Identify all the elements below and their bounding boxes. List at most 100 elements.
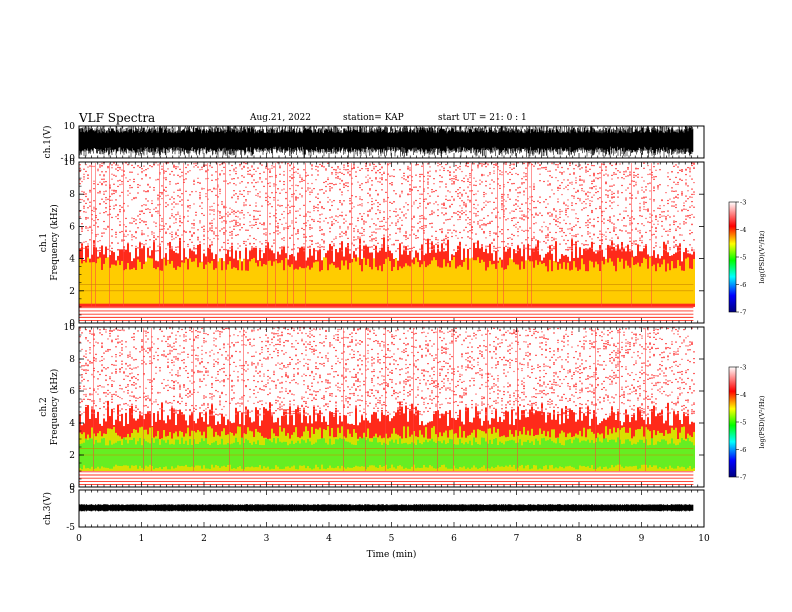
spectrogram-ch1-speckle bbox=[569, 164, 571, 166]
spectrogram-ch1-speckle bbox=[375, 228, 377, 230]
spectrogram-ch1-speckle bbox=[457, 167, 459, 169]
spectrogram-ch2-speckle bbox=[179, 367, 181, 369]
spectrogram-ch1-speckle bbox=[405, 179, 407, 181]
spectrogram-ch2-band-green bbox=[83, 442, 85, 466]
spectrogram-ch1-band-yellow bbox=[85, 262, 87, 304]
spectrogram-ch1-speckle bbox=[141, 247, 143, 250]
spectrogram-ch2-speckle bbox=[175, 374, 177, 376]
spectrogram-ch1-speckle bbox=[457, 195, 459, 197]
spectrogram-ch1-speckle bbox=[645, 209, 647, 211]
spectrogram-ch1-speckle bbox=[521, 183, 523, 185]
spectrogram-ch1-speckle bbox=[311, 243, 313, 245]
spectrogram-ch1-speckle bbox=[93, 245, 95, 248]
spectrogram-ch1-speckle bbox=[263, 222, 265, 225]
spectrogram-ch1-speckle bbox=[283, 237, 285, 239]
spectrogram-ch1-speckle bbox=[445, 234, 447, 236]
spectrogram-ch2-speckle bbox=[131, 368, 133, 370]
spectrogram-ch1-speckle bbox=[629, 174, 631, 176]
spectrogram-ch1-speckle bbox=[93, 219, 95, 222]
spectrogram-ch1-speckle bbox=[179, 225, 181, 227]
spectrogram-ch1-speckle bbox=[309, 215, 311, 218]
spectrogram-ch1-speckle bbox=[319, 247, 321, 249]
spectrogram-ch1-speckle bbox=[587, 170, 589, 172]
spectrogram-ch1-speckle bbox=[193, 224, 195, 226]
spectrogram-ch1-speckle bbox=[415, 174, 417, 176]
spectrogram-ch1-speckle bbox=[161, 225, 163, 227]
spectrogram-ch1-speckle bbox=[459, 245, 461, 247]
spectrogram-ch1-speckle bbox=[221, 163, 223, 165]
spectrogram-ch1-speckle bbox=[421, 214, 423, 217]
spectrogram-ch1-speckle bbox=[157, 245, 159, 247]
spectrogram-ch2-speckle bbox=[81, 374, 83, 376]
spectrogram-ch1-speckle bbox=[545, 166, 547, 169]
spectrogram-ch2-speckle bbox=[179, 403, 181, 405]
spectrogram-ch2-speckle bbox=[145, 398, 147, 400]
spectrogram-ch1-speckle bbox=[619, 213, 621, 215]
spectrogram-ch1-speckle bbox=[99, 203, 101, 205]
spectrogram-ch1-speckle bbox=[541, 249, 543, 251]
spectrogram-ch2-speckle bbox=[149, 379, 151, 381]
spectrogram-ch1-speckle bbox=[453, 183, 455, 185]
spectrogram-ch1-speckle bbox=[615, 164, 617, 166]
spectrogram-ch1-speckle bbox=[169, 198, 171, 200]
spectrogram-ch2-speckle bbox=[181, 359, 183, 362]
spectrogram-ch1-speckle bbox=[517, 173, 519, 176]
spectrogram-ch1-speckle bbox=[495, 163, 497, 165]
spectrogram-ch1-speckle bbox=[589, 222, 591, 224]
spectrogram-ch1-speckle bbox=[255, 210, 257, 212]
spectrogram-ch1-speckle bbox=[271, 206, 273, 208]
spectrogram-ch1-speckle bbox=[211, 229, 213, 232]
spectrogram-ch1-speckle bbox=[667, 240, 669, 242]
spectrogram-ch1-speckle bbox=[211, 179, 213, 181]
spectrogram-ch2-speckle bbox=[87, 340, 89, 342]
spectrogram-ch1-speckle bbox=[483, 193, 485, 196]
spectrogram-ch1-speckle bbox=[639, 202, 641, 205]
spectrogram-ch1-speckle bbox=[277, 230, 279, 232]
spectrogram-ch1-speckle bbox=[235, 173, 237, 175]
spectrogram-ch1-speckle bbox=[541, 167, 543, 169]
spectrogram-ch1-speckle bbox=[243, 202, 245, 204]
spectrogram-ch1-speckle bbox=[627, 166, 629, 169]
spectrogram-ch1-speckle bbox=[161, 191, 163, 194]
spectrogram-ch1-speckle bbox=[355, 196, 357, 198]
spectrogram-ch1-speckle bbox=[555, 163, 557, 166]
spectrogram-ch1-speckle bbox=[385, 221, 387, 223]
spectrogram-ch1-speckle bbox=[379, 248, 381, 250]
spectrogram-ch1-speckle bbox=[295, 184, 297, 186]
spectrogram-ch1-speckle bbox=[479, 179, 481, 181]
spectrogram-ch1-speckle bbox=[447, 232, 449, 234]
spectrogram-ch1-speckle bbox=[157, 210, 159, 212]
spectrogram-ch2-speckle bbox=[135, 387, 137, 389]
spectrogram-ch1-speckle bbox=[231, 209, 233, 211]
spectrogram-ch2-speckle bbox=[119, 341, 121, 343]
spectrogram-ch1-speckle bbox=[587, 198, 589, 200]
spectrogram-ch1-speckle bbox=[253, 179, 255, 181]
spectrogram-ch2-speckle bbox=[173, 387, 175, 389]
spectrogram-ch2-speckle bbox=[119, 384, 121, 387]
spectrogram-ch1-speckle bbox=[297, 172, 299, 174]
spectrogram-ch1-speckle bbox=[239, 193, 241, 195]
spectrogram-ch1-speckle bbox=[131, 164, 133, 166]
spectrogram-ch2-speckle bbox=[155, 372, 157, 374]
spectrogram-ch1-speckle bbox=[635, 243, 637, 245]
spectrogram-ch1-speckle bbox=[431, 188, 433, 191]
spectrogram-ch1-speckle bbox=[489, 187, 491, 189]
spectrogram-ch1-speckle bbox=[115, 233, 117, 235]
spectrogram-ch1-speckle bbox=[359, 169, 361, 171]
spectrogram-ch1-speckle bbox=[153, 208, 155, 210]
spectrogram-ch1-speckle bbox=[221, 170, 223, 172]
spectrogram-ch1-speckle bbox=[173, 164, 175, 166]
spectrogram-ch2-speckle bbox=[89, 342, 91, 344]
spectrogram-ch1-speckle bbox=[397, 228, 399, 230]
spectrogram-ch1-band-yellow bbox=[433, 257, 435, 304]
spectrogram-ch1-sferic bbox=[351, 163, 352, 307]
spectrogram-ch1-speckle bbox=[469, 199, 471, 202]
spectrogram-ch1-band-yellow bbox=[285, 258, 287, 304]
spectrogram-ch1-speckle bbox=[393, 244, 395, 246]
spectrogram-ch2-speckle bbox=[89, 352, 91, 354]
spectrogram-ch1-speckle bbox=[617, 244, 619, 246]
spectrogram-ch1-speckle bbox=[105, 190, 107, 192]
spectrogram-ch1-speckle bbox=[283, 227, 285, 229]
spectrogram-ch1-speckle bbox=[549, 196, 551, 198]
spectrogram-ch1-speckle bbox=[553, 239, 555, 241]
